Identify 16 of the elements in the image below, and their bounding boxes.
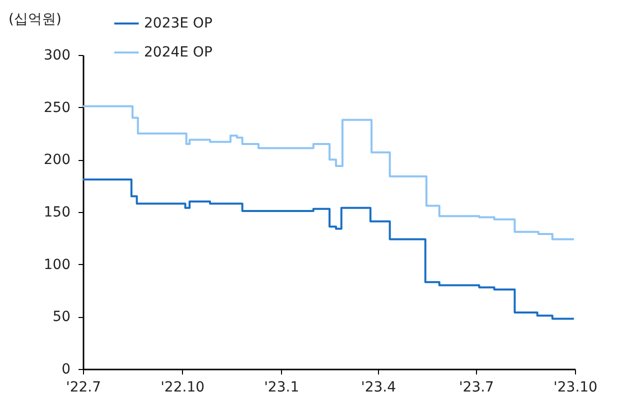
x-tick-label: '23.4: [360, 380, 396, 396]
legend-label: 2023E OP: [144, 16, 212, 32]
y-tick-label: 50: [52, 309, 70, 326]
x-tick-label: '23.10: [554, 380, 598, 396]
y-tick-label: 300: [44, 48, 70, 64]
y-tick-label: 100: [44, 256, 70, 273]
legend-label: 2024E OP: [144, 44, 212, 60]
y-axis-title: (십억원): [8, 12, 62, 28]
x-tick-label: '23.7: [458, 380, 494, 396]
y-tick-label: 150: [44, 204, 70, 220]
y-tick-label: 200: [44, 152, 70, 168]
x-tick-label: '23.1: [264, 380, 300, 396]
x-tick-label: '22.7: [66, 380, 102, 396]
y-tick-label: 0: [62, 362, 70, 378]
y-tick-label: 250: [44, 100, 70, 116]
x-tick-label: '22.10: [160, 380, 205, 396]
